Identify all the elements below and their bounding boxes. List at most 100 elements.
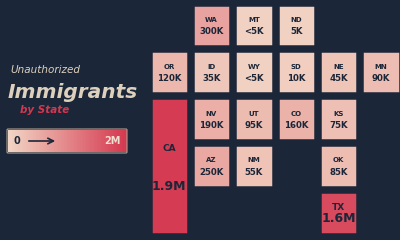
Bar [57, 130, 59, 152]
Text: by State: by State [20, 105, 69, 115]
Text: 120K: 120K [157, 74, 182, 83]
Bar [92, 130, 94, 152]
FancyBboxPatch shape [235, 145, 272, 187]
Bar [82, 130, 84, 152]
Text: 5K: 5K [290, 27, 302, 36]
Bar [108, 130, 110, 152]
Text: 95K: 95K [244, 121, 263, 130]
Bar [27, 130, 29, 152]
Bar [42, 130, 44, 152]
FancyBboxPatch shape [320, 145, 357, 187]
FancyBboxPatch shape [320, 51, 357, 93]
Bar [11, 130, 13, 152]
Text: 250K: 250K [199, 168, 224, 177]
Bar [32, 130, 34, 152]
Text: CA: CA [162, 144, 176, 153]
Text: NE: NE [333, 64, 344, 70]
Bar [51, 130, 53, 152]
Bar [61, 130, 63, 152]
Bar [90, 130, 92, 152]
Bar [20, 130, 22, 152]
Bar [66, 130, 68, 152]
Bar [24, 130, 26, 152]
Text: TX: TX [332, 203, 345, 212]
Bar [105, 130, 107, 152]
Bar [58, 130, 60, 152]
FancyBboxPatch shape [278, 5, 315, 46]
Bar [68, 130, 70, 152]
Bar [46, 130, 48, 152]
FancyBboxPatch shape [278, 98, 315, 140]
Bar [80, 130, 82, 152]
Text: 1.9M: 1.9M [152, 180, 186, 193]
Bar [12, 130, 14, 152]
Bar [77, 130, 79, 152]
Text: 35K: 35K [202, 74, 221, 83]
Text: SD: SD [291, 64, 302, 70]
FancyBboxPatch shape [235, 51, 272, 93]
Bar [122, 130, 124, 152]
Bar [67, 130, 69, 152]
Text: UT: UT [248, 111, 259, 117]
Bar [124, 130, 126, 152]
Text: 1.6M: 1.6M [321, 212, 356, 225]
Bar [15, 130, 17, 152]
Text: 190K: 190K [199, 121, 224, 130]
Bar [101, 130, 103, 152]
Bar [39, 130, 41, 152]
Bar [85, 130, 87, 152]
Bar [74, 130, 76, 152]
Bar [114, 130, 116, 152]
Bar [120, 130, 122, 152]
Bar [95, 130, 97, 152]
FancyBboxPatch shape [278, 51, 315, 93]
Bar [83, 130, 85, 152]
Bar [70, 130, 72, 152]
Bar [17, 130, 19, 152]
Bar [96, 130, 98, 152]
Text: ND: ND [290, 17, 302, 23]
Text: MN: MN [374, 64, 387, 70]
Text: 85K: 85K [329, 168, 348, 177]
Bar [18, 130, 20, 152]
Text: 2M: 2M [105, 136, 121, 146]
Bar [79, 130, 81, 152]
Bar [104, 130, 106, 152]
Text: 75K: 75K [329, 121, 348, 130]
Bar [38, 130, 40, 152]
Bar [64, 130, 66, 152]
Bar [89, 130, 91, 152]
Bar [107, 130, 109, 152]
FancyBboxPatch shape [193, 5, 230, 46]
Bar [117, 130, 119, 152]
Bar [123, 130, 125, 152]
FancyBboxPatch shape [193, 98, 230, 140]
Bar [55, 130, 57, 152]
Text: Unauthorized: Unauthorized [10, 65, 80, 75]
Bar [88, 130, 90, 152]
Bar [116, 130, 118, 152]
Text: 0: 0 [13, 136, 20, 146]
Text: Immigrants: Immigrants [8, 83, 138, 102]
FancyBboxPatch shape [235, 98, 272, 140]
Text: WY: WY [248, 64, 260, 70]
Bar [113, 130, 115, 152]
FancyBboxPatch shape [362, 51, 400, 93]
Bar [72, 130, 73, 152]
Bar [26, 130, 28, 152]
Bar [86, 130, 88, 152]
Bar [110, 130, 112, 152]
Bar [23, 130, 25, 152]
Bar [34, 130, 36, 152]
Bar [49, 130, 51, 152]
Text: WA: WA [205, 17, 218, 23]
Bar [98, 130, 100, 152]
Bar [62, 130, 64, 152]
Bar [43, 130, 45, 152]
Bar [48, 130, 50, 152]
Bar [100, 130, 102, 152]
Text: 45K: 45K [329, 74, 348, 83]
Text: ID: ID [207, 64, 216, 70]
Bar [33, 130, 35, 152]
Text: <5K: <5K [244, 74, 264, 83]
